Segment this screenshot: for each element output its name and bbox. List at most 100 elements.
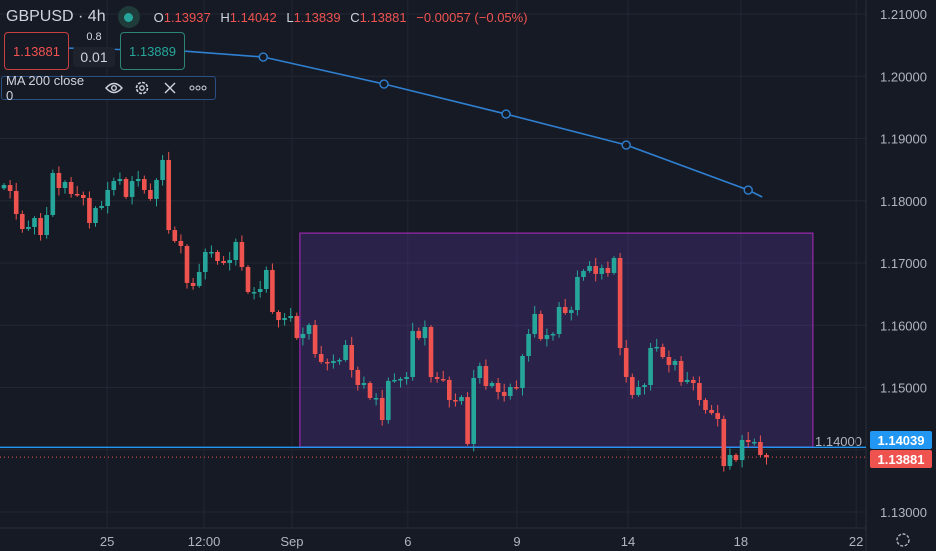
candle bbox=[721, 415, 727, 472]
candle bbox=[264, 266, 269, 293]
candle-body bbox=[276, 311, 281, 321]
candle bbox=[514, 380, 519, 390]
candle-body bbox=[483, 366, 489, 387]
candle bbox=[294, 312, 300, 340]
sell-button[interactable]: 1.13881 bbox=[4, 32, 69, 70]
candle-body bbox=[758, 441, 763, 455]
candle bbox=[434, 371, 440, 383]
candle-body bbox=[221, 261, 226, 263]
candle-body bbox=[227, 260, 232, 263]
candle-body bbox=[160, 159, 165, 181]
y-tick-label: 1.13000 bbox=[880, 505, 927, 520]
close-icon[interactable] bbox=[159, 78, 182, 98]
candle-body bbox=[745, 439, 751, 442]
candle bbox=[508, 383, 513, 400]
candle-body bbox=[361, 383, 367, 386]
candle bbox=[233, 238, 239, 266]
candle bbox=[105, 181, 110, 214]
candle-body bbox=[318, 354, 324, 362]
candle bbox=[489, 381, 495, 388]
candle-body bbox=[117, 179, 123, 182]
gear-icon[interactable] bbox=[130, 78, 153, 98]
candle-body bbox=[20, 214, 25, 230]
candle bbox=[325, 358, 330, 371]
candle-body bbox=[203, 251, 208, 272]
ohlc-values: O1.13937 H1.14042 L1.13839 C1.13881 −0.0… bbox=[153, 9, 528, 25]
market-status-icon[interactable] bbox=[117, 6, 140, 28]
candle bbox=[361, 376, 367, 389]
candle bbox=[318, 345, 324, 364]
candle-body bbox=[111, 181, 117, 190]
settings-icon[interactable] bbox=[896, 533, 910, 547]
candle bbox=[196, 263, 202, 288]
candle bbox=[410, 322, 415, 381]
candle-body bbox=[264, 269, 269, 290]
candle bbox=[544, 328, 550, 347]
candle bbox=[227, 251, 232, 271]
candle-body bbox=[508, 387, 513, 396]
y-tick-label: 1.21000 bbox=[880, 7, 927, 22]
candle-body bbox=[196, 271, 202, 286]
settings-icon-ring bbox=[896, 533, 910, 547]
candle bbox=[739, 434, 745, 468]
candle bbox=[7, 180, 13, 199]
candle bbox=[251, 287, 257, 300]
candle-body bbox=[32, 217, 37, 228]
candle-body bbox=[142, 179, 147, 190]
indicator-legend[interactable]: MA 200 close 0 bbox=[1, 73, 216, 103]
candle bbox=[50, 169, 56, 217]
candle-body bbox=[422, 326, 428, 339]
lot-size[interactable]: 0.8 bbox=[86, 31, 102, 43]
candle-body bbox=[245, 266, 251, 293]
buy-button[interactable]: 1.13889 bbox=[120, 32, 185, 70]
candle-body bbox=[178, 240, 184, 247]
candle-body bbox=[703, 400, 708, 410]
candle bbox=[38, 213, 43, 241]
candle bbox=[343, 340, 348, 362]
more-icon[interactable] bbox=[187, 78, 210, 98]
candle-body bbox=[343, 344, 348, 360]
candle-body bbox=[471, 377, 476, 444]
candle bbox=[526, 328, 531, 362]
candle bbox=[520, 354, 525, 396]
candle-body bbox=[392, 379, 397, 382]
candle bbox=[172, 226, 178, 243]
candle-body bbox=[605, 267, 611, 273]
candle-body bbox=[312, 325, 318, 355]
candle bbox=[453, 393, 458, 407]
candle-body bbox=[562, 307, 568, 313]
candle-body bbox=[105, 189, 110, 206]
candle-body bbox=[129, 181, 135, 197]
candle bbox=[184, 244, 190, 289]
candle bbox=[666, 350, 672, 373]
candle-body bbox=[239, 242, 245, 267]
candle bbox=[562, 298, 568, 315]
symbol-label[interactable]: GBPUSD · 4h bbox=[6, 8, 106, 25]
candle bbox=[471, 369, 476, 452]
candle-body bbox=[215, 251, 220, 262]
candle bbox=[154, 178, 159, 207]
candle-body bbox=[13, 190, 19, 215]
candle bbox=[111, 177, 117, 196]
candle bbox=[556, 302, 562, 338]
candle bbox=[386, 377, 391, 424]
candle bbox=[691, 376, 696, 391]
candle bbox=[617, 253, 623, 356]
candle bbox=[166, 151, 171, 234]
candle-body bbox=[630, 376, 635, 395]
candle bbox=[587, 261, 592, 273]
candle bbox=[459, 395, 464, 405]
candle bbox=[630, 373, 635, 399]
candle-body bbox=[62, 182, 68, 188]
candle-body bbox=[373, 398, 379, 400]
eye-icon[interactable] bbox=[102, 78, 125, 98]
ma200-line bbox=[3, 45, 763, 198]
candle bbox=[257, 280, 263, 298]
candle bbox=[373, 393, 379, 406]
candle-body bbox=[532, 313, 537, 334]
candle-body bbox=[501, 391, 507, 396]
candle-body bbox=[447, 379, 452, 401]
candle-body bbox=[81, 194, 86, 198]
x-tick-label: 6 bbox=[404, 534, 411, 549]
